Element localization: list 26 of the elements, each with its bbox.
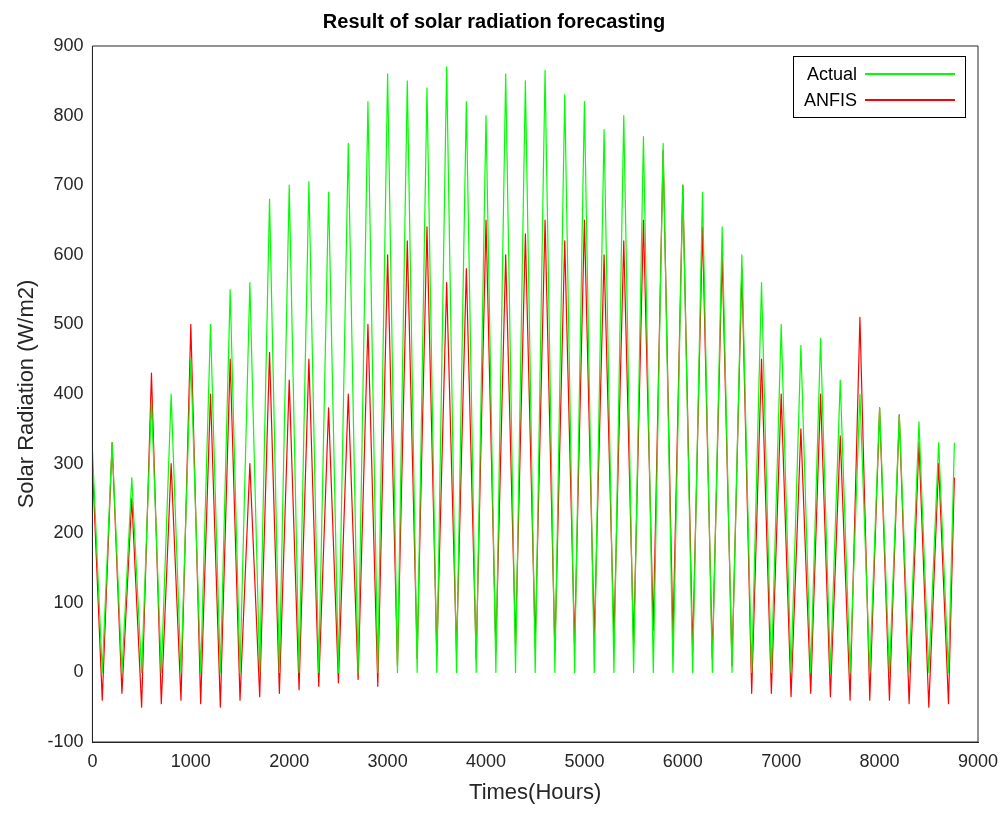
x-axis-title: Times(Hours) <box>469 778 602 804</box>
chart-title: Result of solar radiation forecasting <box>322 9 666 32</box>
y-tick-label: 500 <box>53 313 84 334</box>
y-tick-label: 100 <box>53 591 84 612</box>
legend-label: ANFIS <box>803 89 857 111</box>
y-tick-label: 0 <box>73 661 84 682</box>
x-tick-label: 6000 <box>662 750 703 771</box>
x-tick-label: 0 <box>87 750 98 771</box>
x-tick-label: 9000 <box>957 750 999 771</box>
y-tick-label: 400 <box>53 382 84 403</box>
x-tick-label: 1000 <box>170 750 211 771</box>
y-axis-title: Solar Radiation (W/m2) <box>13 279 39 509</box>
legend-label: Actual <box>806 63 857 85</box>
y-tick-label: 900 <box>53 34 84 55</box>
y-tick-label: 700 <box>53 174 84 195</box>
x-tick-label: 7000 <box>761 750 802 771</box>
x-tick-label: 3000 <box>367 750 408 771</box>
x-tick-label: 2000 <box>269 750 310 771</box>
y-tick-label: -100 <box>47 730 84 751</box>
x-tick-label: 8000 <box>859 750 900 771</box>
y-tick-label: 800 <box>53 104 84 125</box>
x-tick-label: 5000 <box>564 750 605 771</box>
x-tick-label: 4000 <box>465 750 507 771</box>
y-tick-label: 300 <box>53 452 84 473</box>
y-tick-label: 200 <box>53 522 84 543</box>
y-tick-label: 600 <box>53 243 84 264</box>
